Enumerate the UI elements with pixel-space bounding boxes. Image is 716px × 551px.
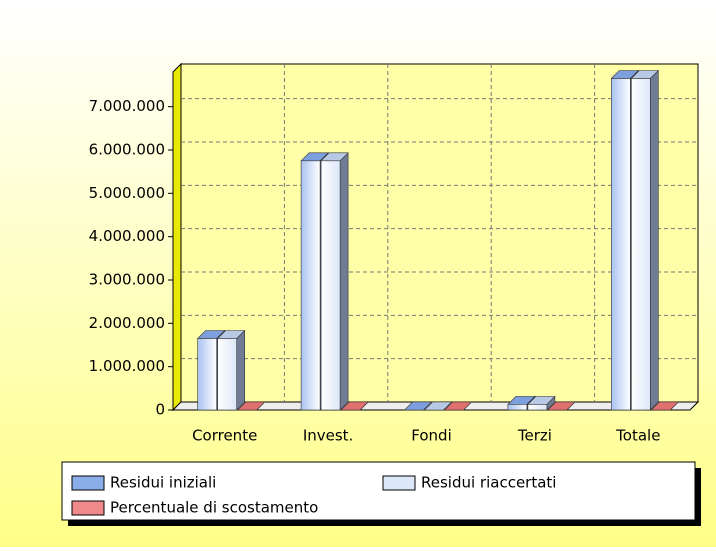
- y-tick-label: 1.000.000: [89, 357, 165, 375]
- legend-swatch: [71, 500, 105, 516]
- bar-top: [340, 401, 369, 411]
- bar: [507, 404, 528, 411]
- bar-top: [236, 401, 266, 411]
- bar: [527, 404, 548, 411]
- bar: [197, 338, 217, 411]
- y-tick-label: 3.000.000: [89, 271, 165, 289]
- bar-side: [236, 329, 245, 411]
- x-tick-label: Fondi: [411, 427, 451, 445]
- x-tick-label: Corrente: [192, 427, 257, 445]
- bar-top: [547, 401, 576, 411]
- bar-side: [339, 152, 349, 411]
- y-tick-label: 2.000.000: [89, 314, 165, 332]
- y-tick-label: 5.000.000: [89, 184, 165, 202]
- bar: [217, 338, 237, 411]
- bar-top: [443, 401, 473, 411]
- legend-swatch: [382, 475, 416, 491]
- y-tick-label: 6.000.000: [89, 141, 165, 159]
- y-tick-label: 0: [155, 401, 165, 419]
- x-tick-label: Totale: [615, 427, 660, 445]
- bar: [610, 78, 631, 411]
- x-tick-label: Invest.: [303, 427, 354, 445]
- bar-top: [650, 401, 680, 411]
- legend-label: Percentuale di scostamento: [110, 499, 318, 517]
- bar-top: [423, 401, 453, 411]
- y-tick-label: 7.000.000: [89, 97, 165, 115]
- side-wall: [172, 62, 182, 412]
- legend-swatch: [71, 475, 105, 491]
- legend: [61, 461, 696, 521]
- bar: [630, 78, 651, 411]
- bar: [320, 160, 341, 411]
- bar: [300, 160, 321, 411]
- legend-label: Residui riaccertati: [421, 474, 556, 492]
- y-tick-label: 4.000.000: [89, 227, 165, 245]
- legend-label: Residui iniziali: [110, 474, 216, 492]
- x-tick-label: Terzi: [517, 427, 552, 445]
- bar-side: [649, 69, 659, 411]
- bar-top: [403, 401, 433, 411]
